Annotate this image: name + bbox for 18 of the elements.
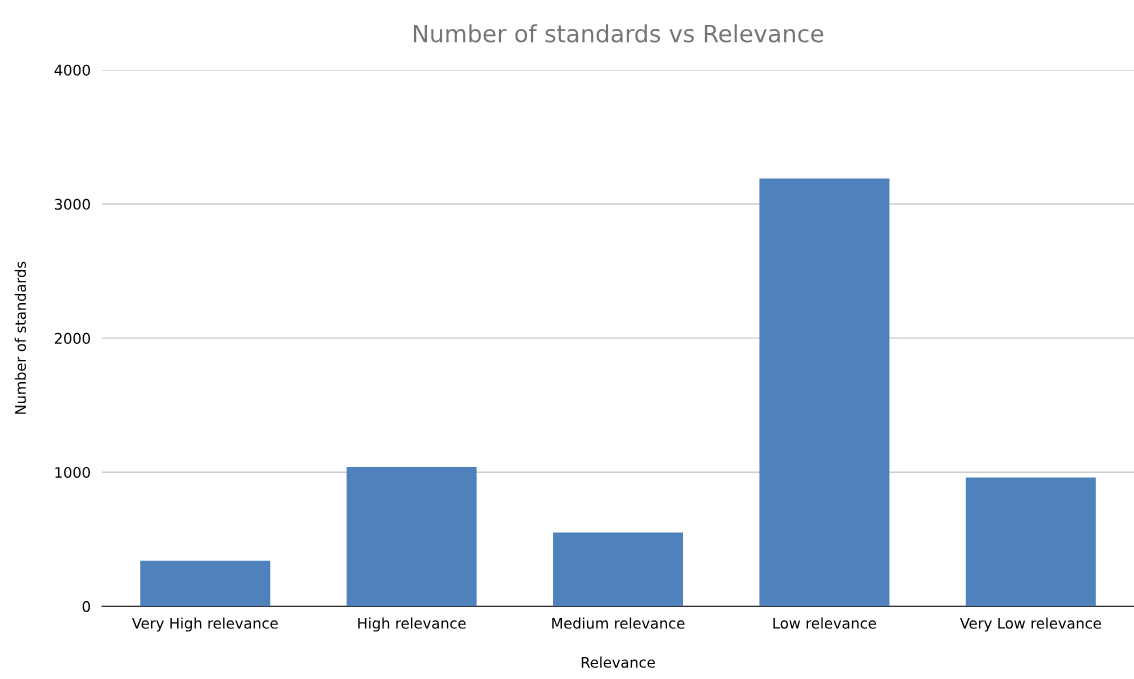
bar <box>759 178 890 607</box>
y-tick-label: 4000 <box>54 64 90 76</box>
y-tick-label: 0 <box>82 601 90 613</box>
bar <box>346 466 477 607</box>
y-tick-label: 2000 <box>54 332 90 344</box>
x-tick-label: High relevance <box>358 617 466 632</box>
x-tick-label: Low relevance <box>773 617 877 629</box>
x-tick-label: Very High relevance <box>132 617 278 632</box>
bar <box>965 477 1096 607</box>
y-tick-label: 3000 <box>54 198 90 210</box>
bar <box>140 560 271 607</box>
y-tick-label: 1000 <box>55 466 90 478</box>
bar <box>553 532 684 607</box>
x-tick-label: Very Low relevance <box>959 617 1101 632</box>
chart-title: Number of standards vs Relevance <box>413 24 824 43</box>
x-axis-title: Relevance <box>581 656 655 668</box>
y-axis-title: Number of standards <box>14 261 27 414</box>
x-tick-label: Medium relevance <box>552 617 685 629</box>
